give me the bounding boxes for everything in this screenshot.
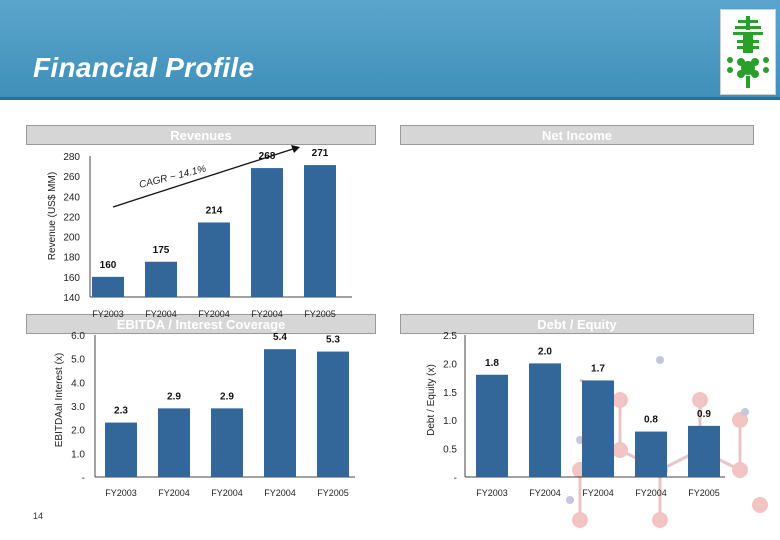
page-title: Financial Profile — [33, 52, 255, 83]
revenues-panel-title: Revenues — [26, 125, 376, 145]
ebitda-category-label: FY2004 — [264, 488, 296, 498]
revenues-bar — [92, 276, 124, 297]
revenues-y-axis-label: Revenue (US$ MM) — [47, 172, 58, 260]
ebitda-value-label: 5.4 — [273, 332, 287, 343]
ebitda-bar — [158, 408, 190, 477]
debt-category-label: FY2004 — [582, 488, 614, 498]
revenues-y-tick: 200 — [63, 233, 80, 244]
header-divider — [0, 97, 780, 100]
debt-y-tick: 1.0 — [443, 416, 457, 427]
revenues-bar — [304, 165, 336, 297]
ebitda-panel-title: EBITDA / Interest Coverage — [26, 314, 376, 334]
revenues-y-tick: 180 — [63, 253, 80, 264]
ebitda-category-label: FY2004 — [211, 488, 243, 498]
debt-bar — [476, 374, 508, 477]
revenues-y-tick: 260 — [63, 172, 80, 183]
revenues-bar — [251, 168, 283, 297]
ebitda-value-label: 2.9 — [167, 391, 181, 402]
debt-category-label: FY2004 — [529, 488, 561, 498]
ebitda-bar — [211, 408, 243, 477]
revenues-value-label: 175 — [153, 245, 170, 256]
ebitda-y-tick: - — [82, 473, 85, 484]
debt-y-tick: 2.0 — [443, 359, 457, 370]
debt-bar — [529, 363, 561, 477]
debt-category-label: FY2005 — [688, 488, 720, 498]
company-logo — [720, 9, 776, 95]
ebitda-value-label: 2.9 — [220, 391, 234, 402]
debt-value-label: 1.7 — [591, 363, 605, 374]
ebitda-y-tick: 3.0 — [71, 402, 85, 413]
debt-category-label: FY2003 — [476, 488, 508, 498]
revenues-y-tick: 160 — [63, 273, 80, 284]
revenues-value-label: 160 — [100, 260, 117, 271]
revenues-value-label: 271 — [312, 148, 329, 159]
cagr-arrow-head — [291, 145, 300, 153]
ebitda-y-tick: 5.0 — [71, 355, 85, 366]
debt-y-tick: - — [454, 473, 457, 484]
ebitda-bar — [317, 351, 349, 477]
debt-panel-title: Debt / Equity — [400, 314, 754, 334]
debt-category-label: FY2004 — [635, 488, 667, 498]
debt-value-label: 0.9 — [697, 409, 711, 420]
revenues-value-label: 214 — [206, 205, 223, 216]
ebitda-category-label: FY2003 — [105, 488, 137, 498]
revenues-category-label: FY2004 — [145, 309, 177, 319]
revenues-bar — [145, 261, 177, 297]
revenues-y-tick: 220 — [63, 212, 80, 223]
revenues-category-label: FY2004 — [251, 309, 283, 319]
net-income-panel-title: Net Income — [400, 125, 754, 145]
ebitda-value-label: 2.3 — [114, 406, 128, 417]
cagr-annotation: CAGR ~ 14.1% — [138, 164, 207, 191]
ebitda-bar — [264, 349, 296, 477]
debt-value-label: 2.0 — [538, 346, 552, 357]
ebitda-y-tick: 4.0 — [71, 378, 85, 389]
revenues-category-label: FY2004 — [198, 309, 230, 319]
header-banner — [0, 0, 780, 100]
debt-bar — [688, 425, 720, 477]
debt-y-axis-label: Debt / Equity (x) — [426, 364, 437, 436]
debt-y-tick: 0.5 — [443, 445, 457, 456]
ebitda-category-label: FY2004 — [158, 488, 190, 498]
debt-value-label: 0.8 — [644, 415, 658, 426]
revenues-category-label: FY2003 — [92, 309, 124, 319]
revenues-bar — [198, 222, 230, 297]
debt-y-tick: 2.5 — [443, 331, 457, 342]
ebitda-value-label: 5.3 — [326, 335, 340, 346]
revenues-category-label: FY2005 — [304, 309, 336, 319]
revenues-y-tick: 280 — [63, 152, 80, 163]
revenues-y-tick: 140 — [63, 293, 80, 304]
debt-bar — [635, 431, 667, 477]
debt-y-tick: 1.5 — [443, 388, 457, 399]
logo-emblem-icon — [727, 16, 769, 88]
ebitda-y-tick: 6.0 — [71, 331, 85, 342]
debt-value-label: 1.8 — [485, 358, 499, 369]
ebitda-y-tick: 2.0 — [71, 426, 85, 437]
ebitda-category-label: FY2005 — [317, 488, 349, 498]
debt-bar — [582, 380, 614, 477]
ebitda-bar — [105, 422, 137, 477]
ebitda-y-axis-label: EBITDAal Interest (x) — [54, 353, 65, 447]
ebitda-y-tick: 1.0 — [71, 449, 85, 460]
revenues-value-label: 268 — [259, 151, 276, 162]
page-number: 14 — [33, 511, 44, 521]
cagr-arrow-line — [112, 147, 297, 208]
revenues-y-tick: 240 — [63, 192, 80, 203]
